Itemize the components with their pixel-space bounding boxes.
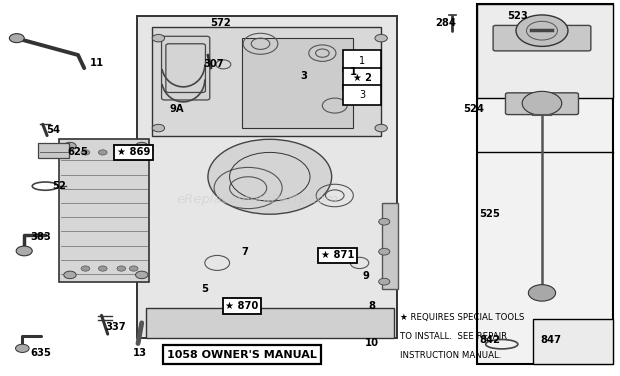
Circle shape	[153, 35, 165, 42]
Text: 5: 5	[202, 284, 208, 294]
Circle shape	[64, 142, 76, 150]
FancyBboxPatch shape	[493, 26, 591, 51]
Text: 13: 13	[133, 348, 147, 358]
Circle shape	[16, 246, 32, 256]
Text: INSTRUCTION MANUAL.: INSTRUCTION MANUAL.	[400, 351, 501, 360]
FancyBboxPatch shape	[343, 68, 381, 88]
Text: 3: 3	[359, 90, 365, 100]
FancyBboxPatch shape	[477, 5, 613, 98]
Text: 3: 3	[300, 71, 308, 80]
Circle shape	[136, 142, 148, 150]
Text: 9A: 9A	[170, 104, 184, 114]
Text: 54: 54	[46, 125, 60, 135]
FancyBboxPatch shape	[38, 143, 69, 158]
Circle shape	[136, 271, 148, 279]
Text: 1058 OWNER'S MANUAL: 1058 OWNER'S MANUAL	[167, 350, 317, 360]
Circle shape	[81, 266, 90, 271]
Text: 1: 1	[359, 56, 365, 66]
Circle shape	[528, 285, 556, 301]
FancyBboxPatch shape	[166, 44, 205, 92]
Circle shape	[516, 15, 568, 46]
Circle shape	[117, 266, 126, 271]
FancyBboxPatch shape	[505, 93, 578, 115]
Text: TO INSTALL.  SEE REPAIR: TO INSTALL. SEE REPAIR	[400, 332, 507, 341]
FancyBboxPatch shape	[242, 38, 353, 128]
Text: 524: 524	[463, 104, 484, 114]
Text: 8: 8	[368, 301, 375, 311]
Circle shape	[81, 150, 90, 155]
Circle shape	[16, 344, 29, 352]
Text: 10: 10	[365, 338, 379, 349]
Text: 525: 525	[479, 209, 500, 219]
Circle shape	[117, 150, 126, 155]
Circle shape	[375, 35, 388, 42]
Text: eReplacementParts.com: eReplacementParts.com	[177, 193, 339, 206]
Circle shape	[99, 266, 107, 271]
FancyBboxPatch shape	[343, 85, 381, 105]
Text: 625: 625	[68, 147, 89, 158]
Circle shape	[379, 278, 390, 285]
Text: 523: 523	[507, 11, 528, 21]
Text: 383: 383	[30, 232, 51, 242]
Circle shape	[379, 218, 390, 225]
Text: 11: 11	[89, 58, 104, 68]
Text: 337: 337	[105, 321, 125, 332]
Text: ★ 871: ★ 871	[321, 250, 355, 261]
Text: 7: 7	[242, 247, 249, 257]
Text: 572: 572	[210, 18, 231, 28]
FancyBboxPatch shape	[533, 319, 613, 364]
FancyBboxPatch shape	[343, 50, 381, 71]
Text: ★ 870: ★ 870	[225, 301, 259, 311]
Circle shape	[64, 271, 76, 279]
FancyBboxPatch shape	[146, 308, 394, 338]
Circle shape	[130, 266, 138, 271]
Text: 842: 842	[479, 335, 500, 345]
Circle shape	[9, 34, 24, 42]
Circle shape	[379, 248, 390, 255]
Circle shape	[153, 124, 165, 132]
Text: 1: 1	[350, 67, 357, 77]
Text: 9: 9	[362, 271, 369, 281]
Circle shape	[522, 91, 562, 115]
FancyBboxPatch shape	[477, 5, 613, 364]
FancyBboxPatch shape	[60, 139, 149, 282]
Circle shape	[208, 139, 332, 214]
FancyBboxPatch shape	[137, 16, 397, 338]
Text: ★ REQUIRES SPECIAL TOOLS: ★ REQUIRES SPECIAL TOOLS	[400, 314, 524, 323]
Text: ★ 2: ★ 2	[353, 73, 371, 83]
Text: 284: 284	[436, 18, 456, 28]
Text: 635: 635	[30, 348, 51, 358]
Text: 307: 307	[204, 59, 224, 70]
Circle shape	[99, 150, 107, 155]
FancyBboxPatch shape	[153, 27, 381, 136]
Text: 847: 847	[541, 335, 562, 345]
Circle shape	[375, 124, 388, 132]
FancyBboxPatch shape	[383, 203, 398, 289]
Circle shape	[130, 150, 138, 155]
FancyBboxPatch shape	[162, 36, 210, 100]
Text: ★ 869: ★ 869	[117, 147, 151, 158]
Text: 52: 52	[53, 181, 66, 191]
